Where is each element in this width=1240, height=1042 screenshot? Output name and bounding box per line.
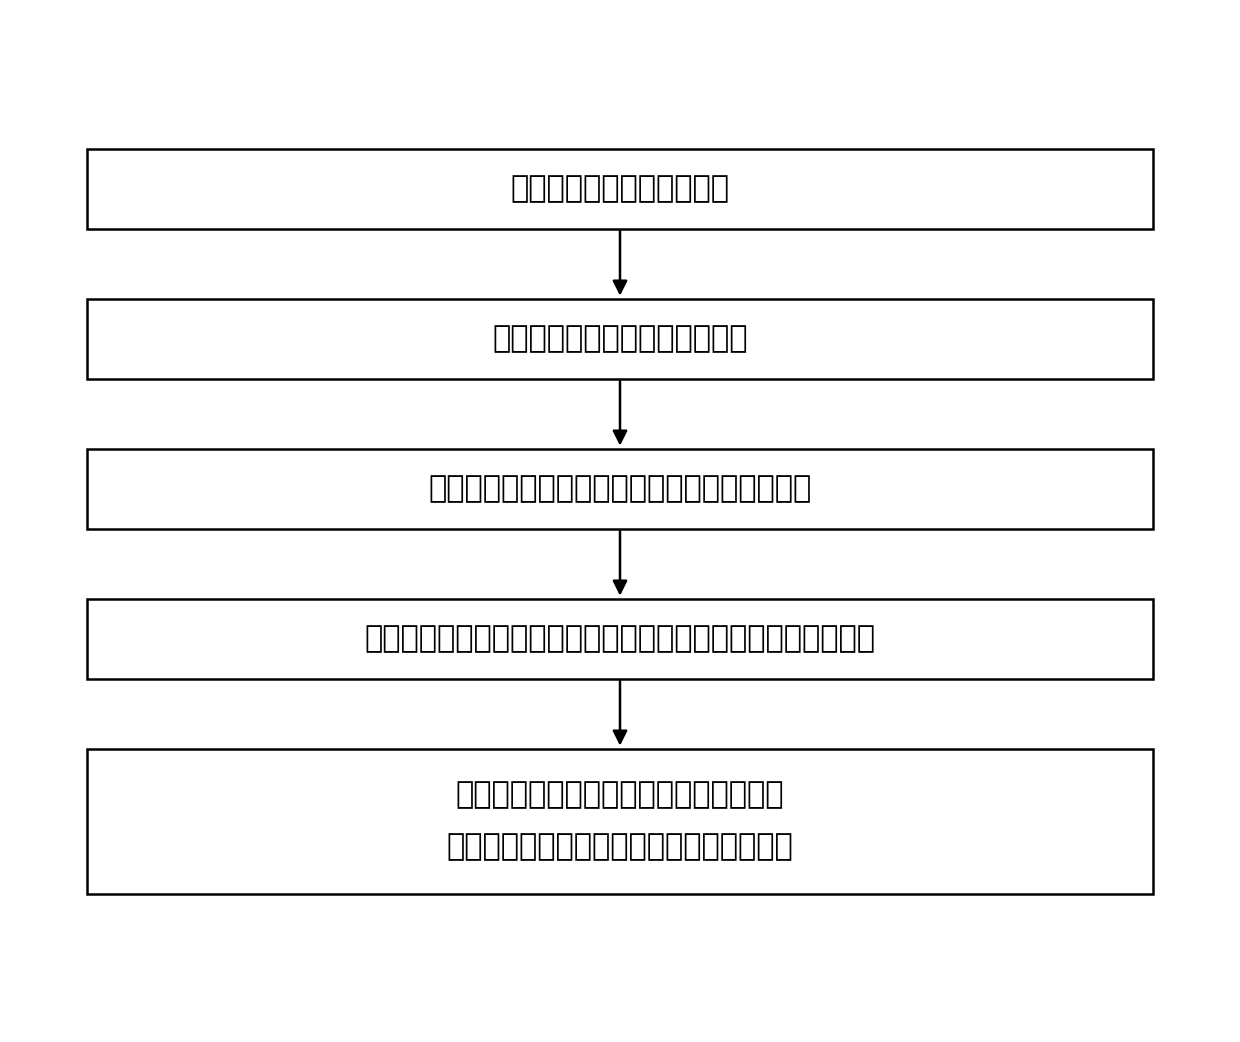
Bar bbox=[87, 298, 1153, 378]
Bar bbox=[87, 598, 1153, 678]
Text: 加热至设计温度，按压力时间曲线加压，并对胀形区域进行补料: 加热至设计温度，按压力时间曲线加压，并对胀形区域进行补料 bbox=[365, 624, 875, 653]
Bar bbox=[87, 748, 1153, 893]
Bar bbox=[87, 448, 1153, 528]
Text: 将内覆管与柔性铜块放入管坯中: 将内覆管与柔性铜块放入管坯中 bbox=[492, 324, 748, 353]
Text: 将异种材料管料焊接成管坯: 将异种材料管料焊接成管坯 bbox=[511, 174, 729, 203]
Bar bbox=[87, 149, 1153, 228]
Text: 胀形完成，停止加热，冷却，卸除压力，
取出双层管件，去除内覆管，获得最终管件: 胀形完成，停止加热，冷却，卸除压力， 取出双层管件，去除内覆管，获得最终管件 bbox=[446, 780, 794, 862]
Text: 将双层管放入模具中，并通过密封装置进行密封: 将双层管放入模具中，并通过密封装置进行密封 bbox=[428, 474, 812, 503]
